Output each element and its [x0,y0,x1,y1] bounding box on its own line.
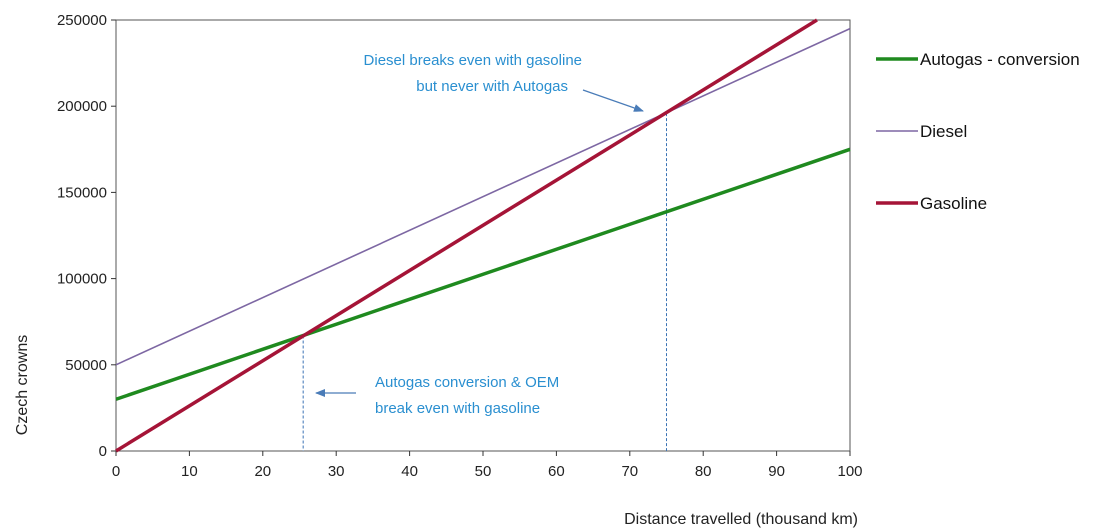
x-tick-label: 40 [401,463,418,480]
annotation-autogas-line-1: Autogas conversion & OEM [375,374,559,391]
series-line-diesel [115,27,851,366]
x-axis-title: Distance travelled (thousand km) [624,511,858,528]
y-axis-ticks: 0 50000 100000 150000 200000 250000 [57,12,116,460]
x-tick-label: 0 [112,463,120,480]
x-tick-label: 10 [181,463,198,480]
annotation-autogas-break-even: Autogas conversion & OEM break even with… [315,374,559,417]
series-line-gasoline [115,18,818,453]
series-line-autogas [115,147,851,401]
x-tick-label: 60 [548,463,565,480]
annotation-diesel-break-even: Diesel breaks even with gasoline but nev… [364,52,644,112]
annotation-diesel-line-2: but never with Autogas [416,78,568,95]
legend: Autogas - conversion Diesel Gasoline [876,50,1080,213]
y-tick-label: 150000 [57,184,107,201]
x-axis-ticks: 0 10 20 30 40 50 60 70 80 90 100 [112,451,863,480]
x-tick-label: 70 [621,463,638,480]
legend-label-gasoline: Gasoline [920,194,987,213]
legend-label-diesel: Diesel [920,122,967,141]
y-tick-label: 250000 [57,12,107,29]
x-tick-label: 100 [837,463,862,480]
annotation-diesel-line-1: Diesel breaks even with gasoline [364,52,582,69]
y-axis-title: Czech crowns [14,335,31,435]
break-even-guides [302,113,667,451]
y-tick-label: 0 [99,443,107,460]
x-tick-label: 20 [254,463,271,480]
y-tick-label: 200000 [57,98,107,115]
series-lines [115,18,851,453]
y-tick-label: 100000 [57,271,107,288]
y-tick-label: 50000 [65,357,107,374]
x-tick-label: 80 [695,463,712,480]
x-tick-label: 90 [768,463,785,480]
x-tick-label: 30 [328,463,345,480]
annotation-diesel-arrow [582,89,644,112]
x-tick-label: 50 [475,463,492,480]
legend-label-autogas: Autogas - conversion [920,50,1080,69]
annotation-autogas-line-2: break even with gasoline [375,400,540,417]
